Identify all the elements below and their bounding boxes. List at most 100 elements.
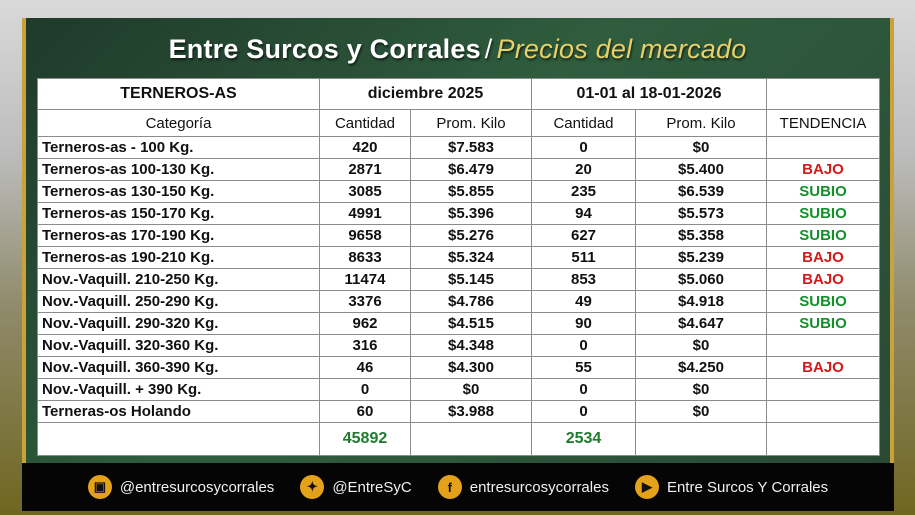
instagram-link[interactable]: ▣ @entresurcosycorrales	[87, 475, 275, 499]
price1-cell: $4.348	[410, 334, 532, 357]
totals-row: 45892 2534	[37, 422, 880, 456]
empty-total-cell	[766, 422, 880, 456]
price2-cell: $0	[635, 334, 767, 357]
header-row-periods: TERNEROS-AS diciembre 2025 01-01 al 18-0…	[37, 78, 880, 110]
period1-label: diciembre 2025	[319, 78, 532, 110]
col-header: TENDENCIA	[766, 109, 880, 137]
trend-cell	[766, 400, 880, 423]
trend-cell: SUBIO	[766, 224, 880, 247]
trend-cell: BAJO	[766, 246, 880, 269]
category-cell: Terneros-as - 100 Kg.	[37, 136, 320, 159]
qty1-cell: 46	[319, 356, 411, 379]
table-row: Terneros-as 130-150 Kg. 3085 $5.855 235 $6.5…	[37, 180, 880, 203]
price2-cell: $0	[635, 378, 767, 401]
table-row: Nov.-Vaquill. 360-390 Kg. 46 $4.300 55 $4.25…	[37, 356, 880, 379]
category-cell: Nov.-Vaquill. 360-390 Kg.	[37, 356, 320, 379]
qty2-cell: 55	[531, 356, 636, 379]
trend-cell: SUBIO	[766, 290, 880, 313]
facebook-handle: entresurcosycorrales	[469, 478, 609, 496]
category-cell: Terneros-as 150-170 Kg.	[37, 202, 320, 225]
trend-cell: SUBIO	[766, 312, 880, 335]
qty2-cell: 0	[531, 378, 636, 401]
col-header: Prom. Kilo	[635, 109, 767, 137]
col-header: Prom. Kilo	[410, 109, 532, 137]
trend-cell: BAJO	[766, 158, 880, 181]
trend-cell: BAJO	[766, 356, 880, 379]
twitter-link[interactable]: ✦ @EntreSyC	[300, 475, 412, 499]
twitter-handle: @EntreSyC	[332, 478, 412, 496]
qty2-cell: 0	[531, 334, 636, 357]
price2-cell: $5.060	[635, 268, 767, 291]
price2-cell: $4.250	[635, 356, 767, 379]
qty2-cell: 511	[531, 246, 636, 269]
title-separator: /	[484, 34, 493, 64]
qty1-cell: 8633	[319, 246, 411, 269]
table-row: Terneros-as 100-130 Kg. 2871 $6.479 20 $5.40…	[37, 158, 880, 181]
price2-cell: $6.539	[635, 180, 767, 203]
price1-cell: $0	[410, 378, 532, 401]
price1-cell: $5.396	[410, 202, 532, 225]
price1-cell: $6.479	[410, 158, 532, 181]
qty1-cell: 11474	[319, 268, 411, 291]
header-row-columns: Categoría Cantidad Prom. Kilo Cantidad P…	[37, 109, 880, 137]
price2-cell: $5.358	[635, 224, 767, 247]
qty2-cell: 0	[531, 400, 636, 423]
category-cell: Nov.-Vaquill. 210-250 Kg.	[37, 268, 320, 291]
price2-cell: $5.400	[635, 158, 767, 181]
trend-cell: SUBIO	[766, 202, 880, 225]
category-cell: Terneros-as 130-150 Kg.	[37, 180, 320, 203]
qty2-cell: 627	[531, 224, 636, 247]
category-cell: Terneros-as 190-210 Kg.	[37, 246, 320, 269]
table-row: Terneros-as 150-170 Kg. 4991 $5.396 94 $5.57…	[37, 202, 880, 225]
total-cell: 2534	[531, 422, 636, 456]
page-title: Entre Surcos y Corrales / Precios del merc…	[0, 34, 915, 65]
table-row: Nov.-Vaquill. 290-320 Kg. 962 $4.515 90 $4.6…	[37, 312, 880, 335]
qty2-cell: 94	[531, 202, 636, 225]
trend-cell	[766, 378, 880, 401]
category-cell: Terneras-os Holando	[37, 400, 320, 423]
table-row: Terneros-as 170-190 Kg. 9658 $5.276 627 $5.3…	[37, 224, 880, 247]
table-row: Terneros-as - 100 Kg. 420 $7.583 0 $0	[37, 136, 880, 159]
trend-cell: BAJO	[766, 268, 880, 291]
price1-cell: $4.515	[410, 312, 532, 335]
col-header: Cantidad	[531, 109, 636, 137]
table-row: Terneras-os Holando 60 $3.988 0 $0	[37, 400, 880, 423]
price2-cell: $5.573	[635, 202, 767, 225]
price1-cell: $5.855	[410, 180, 532, 203]
price1-cell: $4.300	[410, 356, 532, 379]
category-cell: Terneros-as 100-130 Kg.	[37, 158, 320, 181]
facebook-link[interactable]: f entresurcosycorrales	[437, 475, 609, 499]
col-header: Categoría	[37, 109, 320, 137]
category-cell: Nov.-Vaquill. + 390 Kg.	[37, 378, 320, 401]
qty1-cell: 60	[319, 400, 411, 423]
qty1-cell: 3085	[319, 180, 411, 203]
twitter-icon: ✦	[300, 475, 325, 499]
price-table: TERNEROS-AS diciembre 2025 01-01 al 18-0…	[37, 78, 880, 456]
table-row: Nov.-Vaquill. 210-250 Kg. 11474 $5.145 853 $…	[37, 268, 880, 291]
instagram-handle: @entresurcosycorrales	[119, 478, 275, 496]
price2-cell: $0	[635, 400, 767, 423]
period2-label: 01-01 al 18-01-2026	[531, 78, 767, 110]
empty-total-cell	[410, 422, 532, 456]
qty2-cell: 20	[531, 158, 636, 181]
qty1-cell: 420	[319, 136, 411, 159]
qty1-cell: 9658	[319, 224, 411, 247]
price2-cell: $4.918	[635, 290, 767, 313]
title-sub: Precios del mercado	[496, 34, 747, 64]
empty-header-cell	[766, 78, 880, 110]
trend-cell	[766, 136, 880, 159]
qty2-cell: 49	[531, 290, 636, 313]
total-cell: 45892	[319, 422, 411, 456]
youtube-link[interactable]: ▶ Entre Surcos Y Corrales	[634, 475, 829, 499]
col-header: Cantidad	[319, 109, 411, 137]
qty1-cell: 0	[319, 378, 411, 401]
table-row: Nov.-Vaquill. + 390 Kg. 0 $0 0 $0	[37, 378, 880, 401]
price1-cell: $5.324	[410, 246, 532, 269]
empty-total-cell	[635, 422, 767, 456]
qty1-cell: 962	[319, 312, 411, 335]
youtube-handle: Entre Surcos Y Corrales	[666, 478, 829, 496]
title-main: Entre Surcos y Corrales	[168, 34, 481, 64]
qty2-cell: 0	[531, 136, 636, 159]
qty2-cell: 853	[531, 268, 636, 291]
price1-cell: $5.276	[410, 224, 532, 247]
